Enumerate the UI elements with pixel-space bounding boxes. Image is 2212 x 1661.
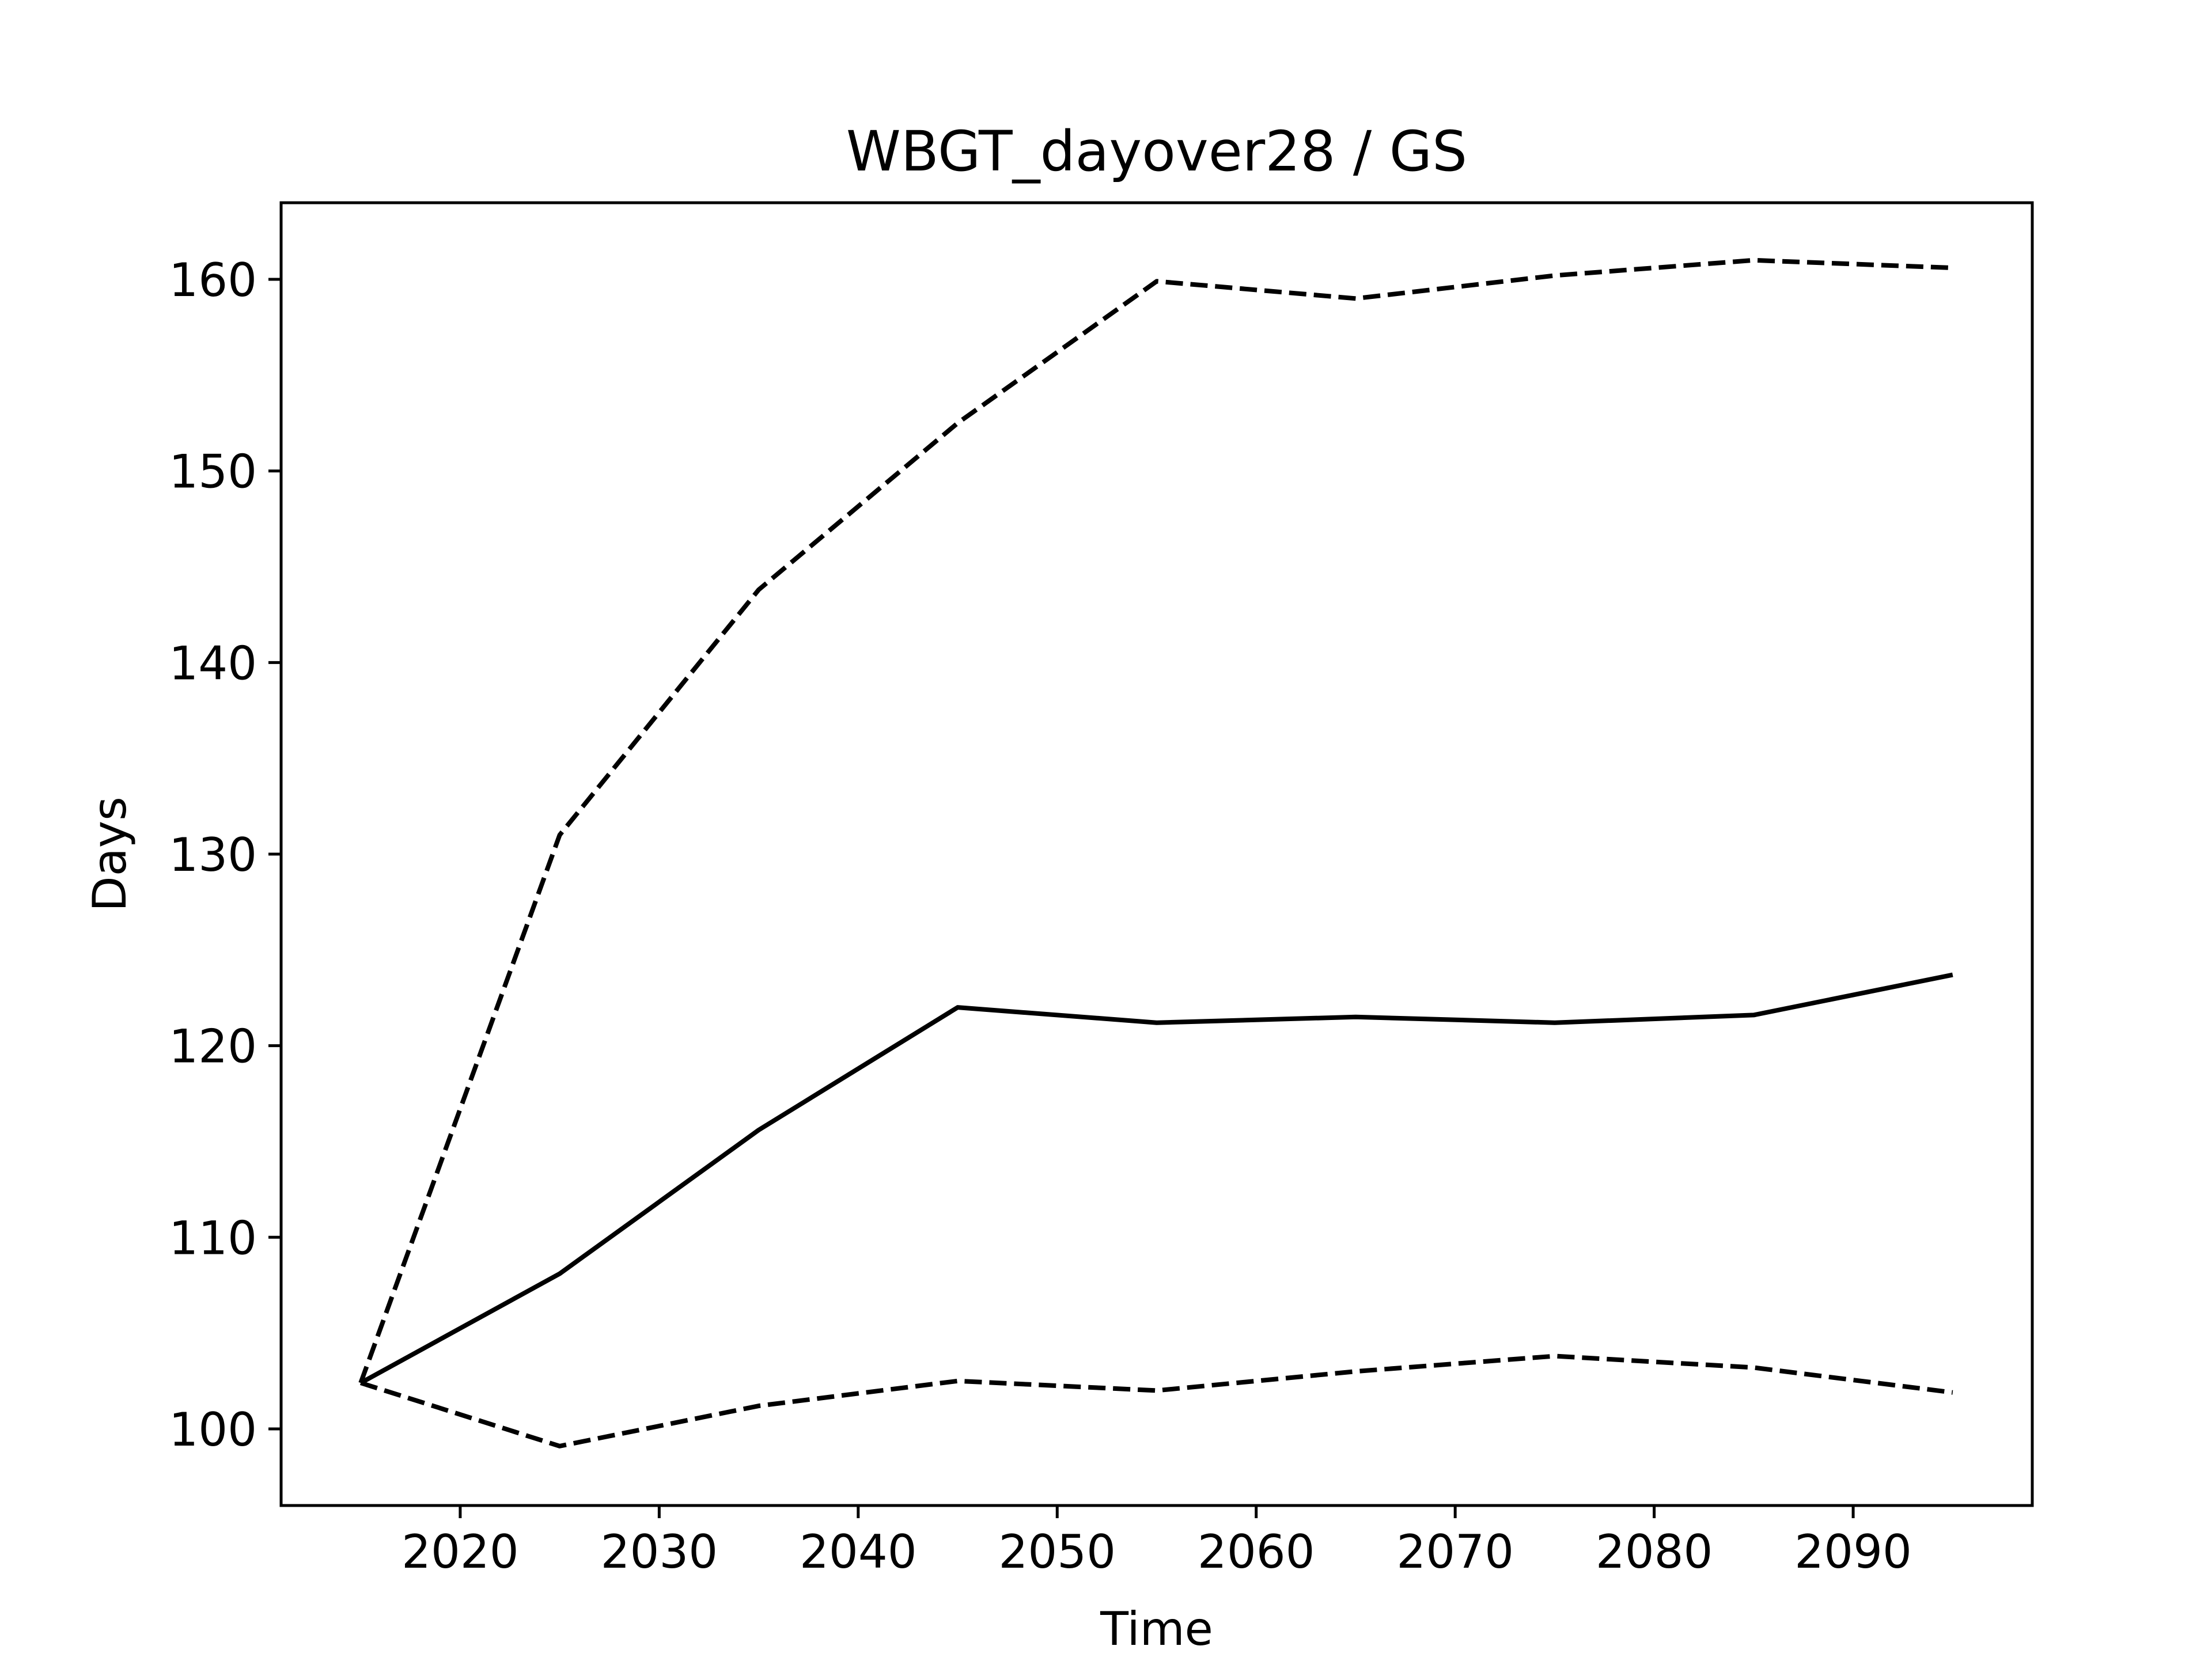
series-lower-bound-line <box>359 1353 1953 1448</box>
y-tick-label: 130 <box>169 828 257 882</box>
x-tick-label: 2080 <box>1596 1525 1713 1579</box>
y-tick-label: 140 <box>169 636 257 690</box>
ticks-layer: 2020 2030 2040 2050 2060 2070 2080 2090 100 110 12… <box>169 253 1912 1579</box>
y-tick-label: 120 <box>169 1020 257 1074</box>
x-tick-label: 2070 <box>1396 1525 1514 1579</box>
series-median-line <box>359 972 1953 1385</box>
y-tick-label: 100 <box>169 1403 257 1457</box>
y-tick-label: 160 <box>169 253 257 307</box>
x-tick-label: 2040 <box>800 1525 917 1579</box>
plot-frame <box>279 201 2034 1507</box>
x-tick-label: 2050 <box>998 1525 1116 1579</box>
x-tick-label: 2090 <box>1794 1525 1912 1579</box>
x-axis-label: Time <box>1100 1602 1213 1656</box>
series-upper-bound-line <box>358 257 1953 1384</box>
y-tick-label: 110 <box>169 1211 257 1265</box>
x-tick-label: 2060 <box>1198 1525 1315 1579</box>
y-tick-label: 150 <box>169 445 257 499</box>
series-layer <box>358 257 1953 1448</box>
x-tick-label: 2020 <box>402 1525 519 1579</box>
chart-title: WBGT_dayover28 / GS <box>846 119 1467 184</box>
x-tick-label: 2030 <box>601 1525 718 1579</box>
y-axis-label: Days <box>83 797 137 912</box>
